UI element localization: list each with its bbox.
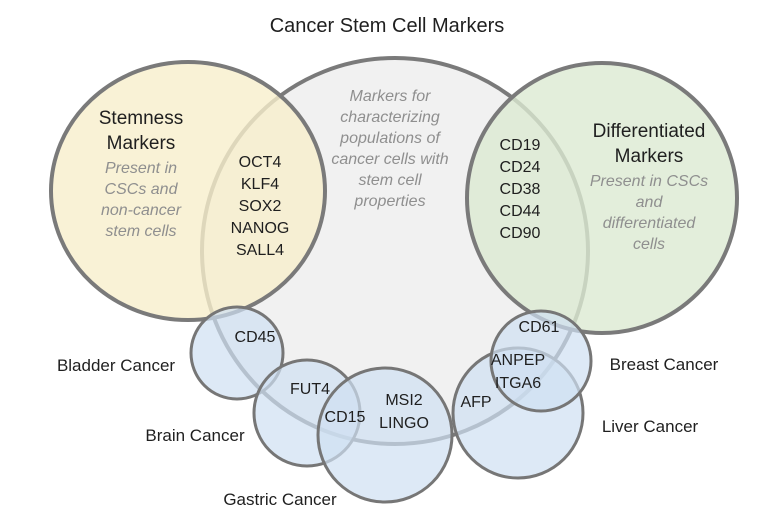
middle-description-line: stem cell — [358, 172, 422, 189]
stemness-circle — [49, 60, 327, 322]
gastric-cancer-label: Gastric Cancer — [223, 490, 337, 509]
gastric-cancer-circle — [316, 366, 454, 504]
stemness-subtitle: Present in CSCs and non-cancer stem cell… — [101, 158, 181, 242]
marker-item: KLF4 — [240, 176, 280, 193]
marker-item: CD90 — [499, 225, 541, 242]
gastric-marker-list: MSI2 LINGO — [379, 389, 429, 435]
breast-marker: CD61 — [518, 319, 560, 336]
stemness-subtitle-line: Present in — [104, 160, 178, 177]
bladder-cancer-circle — [189, 305, 285, 401]
liver-cancer-label: Liver Cancer — [601, 417, 699, 436]
differentiated-subtitle: Present in CSCs and differentiated cells — [590, 171, 708, 255]
differentiated-subtitle-line: cells — [632, 236, 666, 253]
brain-cancer-label: Brain Cancer — [145, 426, 245, 445]
bladder-cancer-label: Bladder Cancer — [56, 356, 176, 375]
marker-item: MSI2 — [385, 392, 423, 409]
marker-item: CD38 — [499, 181, 541, 198]
differentiated-subtitle-line: Present in CSCs — [589, 173, 709, 190]
middle-description-line: Markers for — [349, 88, 431, 105]
stemness-marker-list: OCT4 KLF4 SOX2 NANOG SALL4 — [231, 152, 290, 262]
breast-cancer-label: Breast Cancer — [609, 355, 719, 374]
breast-marker-list: ANPEP ITGA6 — [491, 349, 545, 395]
middle-description-line: cancer cells with — [331, 151, 449, 168]
middle-description-line: properties — [354, 193, 426, 210]
brain-marker: FUT4 — [290, 381, 330, 398]
marker-item: SOX2 — [238, 198, 282, 215]
differentiated-marker-list: CD19 CD24 CD38 CD44 CD90 — [500, 135, 541, 245]
stemness-title-line: Stemness — [98, 108, 184, 129]
differentiated-subtitle-line: and — [635, 194, 663, 211]
differentiated-subtitle-line: differentiated — [602, 215, 696, 232]
stemness-subtitle-line: non-cancer — [100, 202, 182, 219]
differentiated-title: Differentiated Markers — [593, 119, 706, 169]
marker-item: CD44 — [499, 203, 541, 220]
stemness-title-line: Markers — [106, 133, 176, 154]
marker-item: ANPEP — [490, 352, 546, 369]
marker-item: CD24 — [499, 159, 541, 176]
marker-item: SALL4 — [235, 242, 285, 259]
marker-item: ITGA6 — [494, 375, 542, 392]
middle-description-line: populations of — [340, 130, 440, 147]
bladder-marker: CD45 — [234, 329, 276, 346]
stemness-subtitle-line: CSCs and — [104, 181, 178, 198]
middle-description: Markers for characterizing populations o… — [331, 86, 448, 212]
diagram-title: Cancer Stem Cell Markers — [269, 15, 505, 37]
differentiated-circle — [465, 61, 739, 335]
marker-item: OCT4 — [238, 154, 282, 171]
stemness-title: Stemness Markers — [99, 106, 183, 156]
marker-item: LINGO — [379, 415, 429, 432]
gastric-marker: CD15 — [324, 409, 366, 426]
marker-item: CD19 — [499, 137, 541, 154]
middle-description-line: characterizing — [340, 109, 440, 126]
liver-marker: AFP — [460, 394, 492, 411]
marker-item: NANOG — [230, 220, 290, 237]
differentiated-title-line: Markers — [614, 146, 684, 167]
differentiated-title-line: Differentiated — [592, 121, 706, 142]
breast-cancer-circle — [489, 309, 593, 413]
stemness-subtitle-line: stem cells — [105, 223, 177, 240]
